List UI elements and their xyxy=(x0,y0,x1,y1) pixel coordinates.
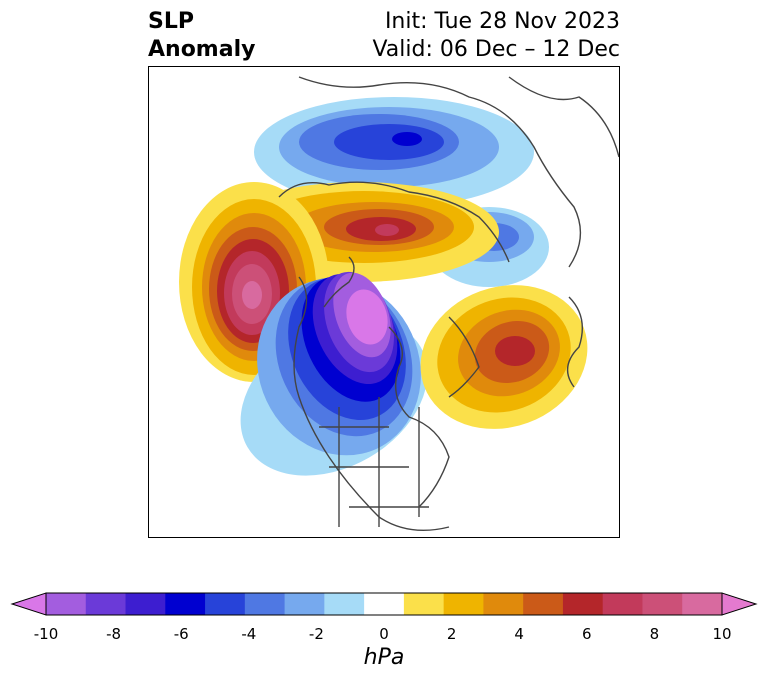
colorbar-segment xyxy=(205,593,246,615)
colorbar-segments xyxy=(10,592,758,616)
high-anomaly-atlantic xyxy=(420,285,588,429)
map-panel xyxy=(148,66,620,538)
colorbar-segment xyxy=(562,593,604,615)
colorbar xyxy=(10,592,758,616)
title-line-2: Anomaly xyxy=(148,37,256,62)
title-line-1: SLP xyxy=(148,9,194,34)
anomaly-map xyxy=(179,76,619,532)
colorbar-segment xyxy=(85,593,127,615)
colorbar-tick-label: 6 xyxy=(582,625,592,643)
init-date: Init: Tue 28 Nov 2023 xyxy=(384,9,620,34)
colorbar-tick-label: 4 xyxy=(514,625,524,643)
colorbar-tick-label: 10 xyxy=(712,625,732,643)
colorbar-segment xyxy=(324,593,365,615)
colorbar-extend-high xyxy=(721,592,758,616)
colorbar-tick-label: 0 xyxy=(379,625,389,643)
colorbar-segment xyxy=(483,593,524,615)
colorbar-tick-label: 8 xyxy=(649,625,660,643)
colorbar-segment xyxy=(642,593,683,615)
colorbar-tick-label: 2 xyxy=(446,625,457,643)
colorbar-label: hPa xyxy=(363,645,405,670)
colorbar-segment xyxy=(46,593,87,615)
valid-date: Valid: 06 Dec – 12 Dec xyxy=(372,37,620,62)
colorbar-tick-label: -10 xyxy=(33,625,59,643)
colorbar-extend-low xyxy=(10,592,47,616)
colorbar-segment xyxy=(125,593,166,615)
map-title: SLP Anomaly xyxy=(148,8,255,64)
colorbar-segment xyxy=(523,593,564,615)
colorbar-segment xyxy=(165,593,206,615)
colorbar-segment xyxy=(284,593,325,615)
colorbar-tick-label: -4 xyxy=(241,625,257,643)
map-dates: Init: Tue 28 Nov 2023 Valid: 06 Dec – 12… xyxy=(372,8,620,64)
colorbar-segment xyxy=(602,593,643,615)
colorbar-tick-label: -8 xyxy=(106,625,122,643)
colorbar-segment xyxy=(244,593,286,615)
colorbar-segment xyxy=(682,593,723,615)
colorbar-tick-label: -2 xyxy=(308,625,324,643)
colorbar-segment xyxy=(443,593,484,615)
coastlines xyxy=(278,76,619,532)
colorbar-segment xyxy=(364,593,405,615)
low-anomaly-canada xyxy=(240,271,428,476)
colorbar-tick-label: -6 xyxy=(173,625,189,643)
colorbar-segment xyxy=(403,593,445,615)
